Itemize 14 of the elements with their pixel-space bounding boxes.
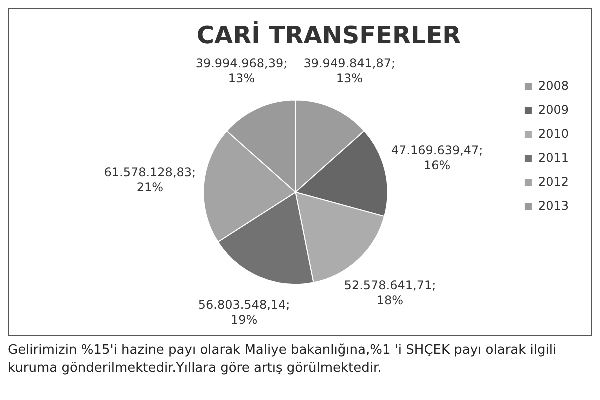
data-label: 52.578.641,71; 18% — [344, 278, 436, 308]
data-label: 61.578.128,83; 21% — [104, 166, 196, 195]
data-label: 56.803.548,14; 19% — [198, 298, 290, 328]
legend-label: 2013 — [538, 199, 570, 214]
data-label: 39.949.841,87; 13% — [304, 56, 396, 86]
legend-label: 2010 — [538, 127, 570, 142]
legend-label: 2012 — [538, 175, 570, 190]
text: Gelirimizin %15'i hazine payı olarak Maliye bakanlığına,%1 'i SHÇEK payı olarak ilgili kuruma gönderilmektedir.Yıllara göre artış görülmektedir. — [8, 342, 558, 378]
legend-label: 2009 — [538, 103, 570, 118]
legend-label: 2011 — [538, 151, 570, 166]
data-label: 39.994.968,39; 13% — [196, 56, 288, 86]
data-label: 47.169.639,47; 16% — [391, 144, 484, 173]
legend-label: 2008 — [538, 79, 570, 94]
chart-title: CARİ TRANSFERLER — [196, 20, 462, 50]
